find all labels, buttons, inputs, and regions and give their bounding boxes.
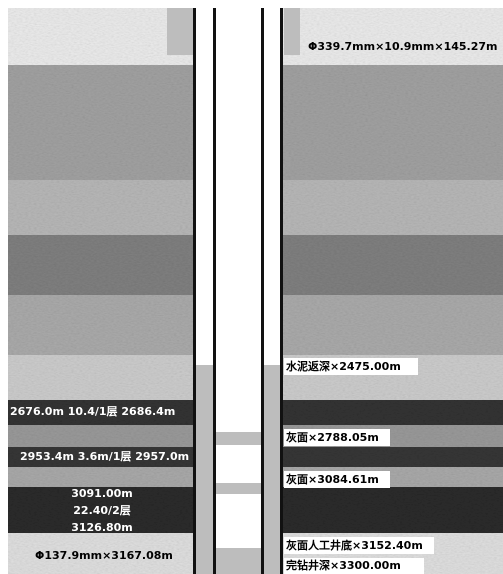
label: 2953.4m 3.6m/1层 2957.0m <box>20 450 189 463</box>
page: {"annotations": ["Φ339.7mm×10.9mm×145.27… <box>0 0 503 574</box>
label: Φ339.7mm×10.9mm×145.27m <box>308 40 497 53</box>
label: 22.40/2层 <box>73 504 130 517</box>
label: 水泥返深×2475.00m <box>286 359 401 373</box>
well-diagram: Φ339.7mm×10.9mm×145.27m 水泥返深×2475.00m 26… <box>0 0 503 574</box>
label: 2676.0m 10.4/1层 2686.4m <box>10 405 175 418</box>
label: 灰面×3084.61m <box>286 472 379 486</box>
label: 灰面×2788.05m <box>286 430 379 444</box>
label: 完钻井深×3300.00m <box>286 558 401 572</box>
label: 灰面人工井底×3152.40m <box>286 538 423 552</box>
label: Φ137.9mm×3167.08m <box>35 549 173 562</box>
label: 3126.80m <box>71 521 133 534</box>
label: 3091.00m <box>71 487 133 500</box>
